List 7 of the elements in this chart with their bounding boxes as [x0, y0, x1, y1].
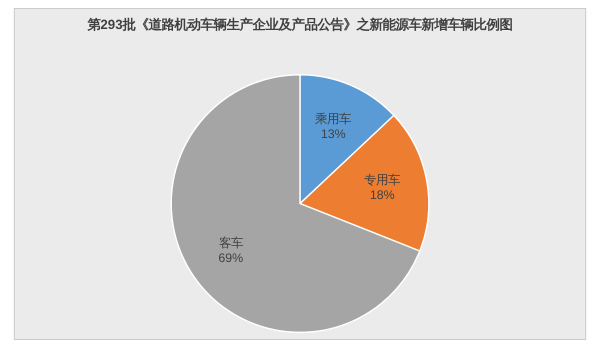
data-label: 13%: [320, 126, 346, 141]
slice-label: 乘用车: [315, 112, 352, 126]
slice-label: 客车: [218, 236, 243, 250]
chart-title: 第293批《道路机动车辆生产企业及产品公告》之新能源车新增车辆比例图: [86, 16, 513, 32]
data-label: 69%: [218, 250, 244, 265]
data-label: 18%: [370, 188, 395, 202]
slice-label: 专用车: [364, 173, 400, 188]
